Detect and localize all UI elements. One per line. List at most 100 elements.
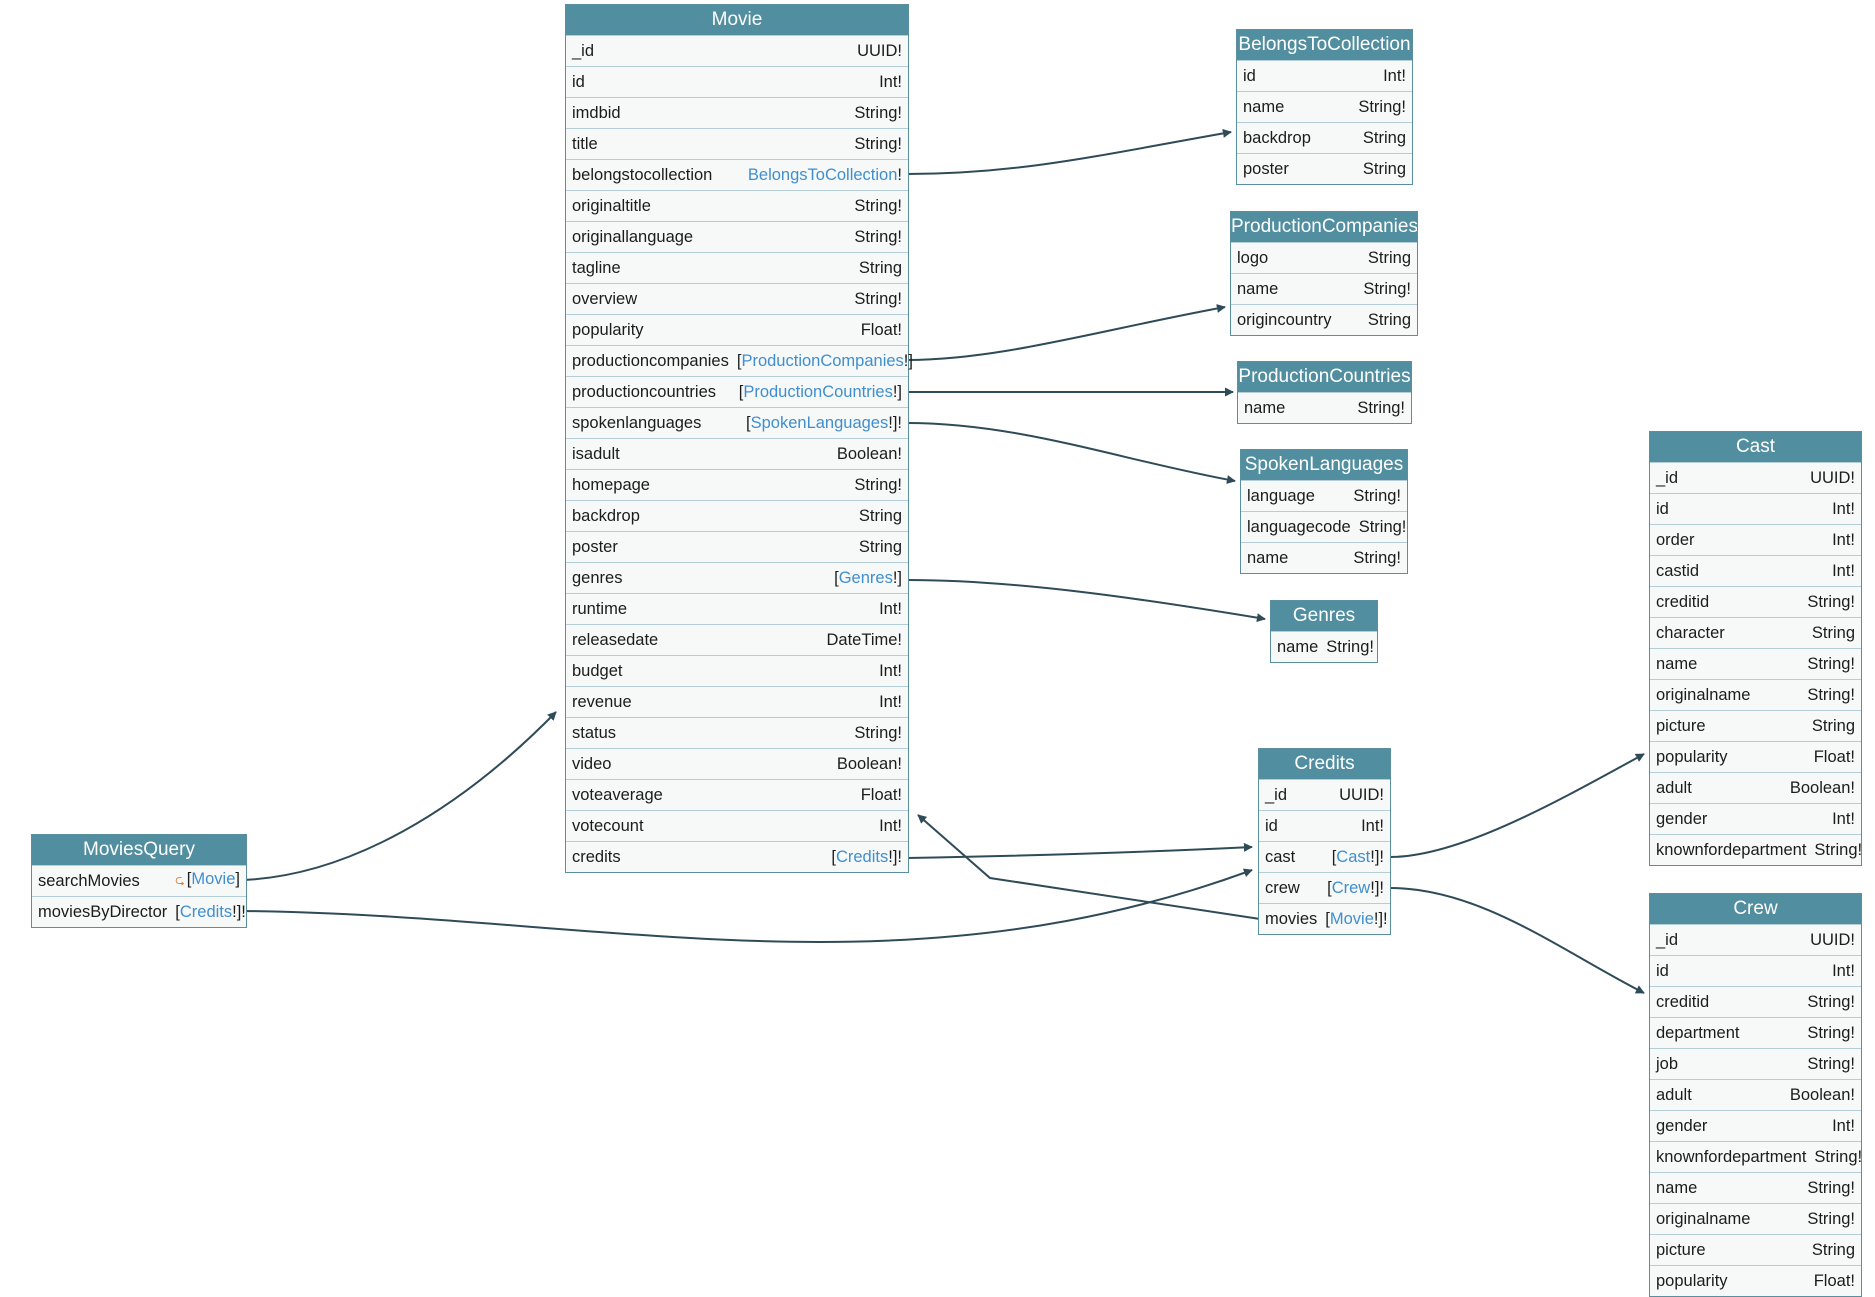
node-cast[interactable]: Cast _id UUID! id Int! order Int! castid Int! cre…	[1649, 431, 1862, 866]
field-cast-gender[interactable]: gender Int!	[1650, 803, 1861, 834]
field-cast-order[interactable]: order Int!	[1650, 524, 1861, 555]
field-credits-crew[interactable]: crew [Crew!]!	[1259, 872, 1390, 903]
field-crew-department[interactable]: department String!	[1650, 1017, 1861, 1048]
field-crew-id[interactable]: _id UUID!	[1650, 924, 1861, 955]
field-moviesquery-searchmovies[interactable]: searchMovies ⮎ [Movie]	[32, 865, 246, 896]
node-genres[interactable]: Genres name String!	[1270, 600, 1378, 663]
field-type[interactable]: [Movie!]!	[1325, 910, 1387, 929]
field-crew-gender[interactable]: gender Int!	[1650, 1110, 1861, 1141]
field-productioncompanies-logo[interactable]: logo String	[1231, 242, 1417, 273]
field-movie-runtime[interactable]: runtime Int!	[566, 593, 908, 624]
type-link[interactable]: ProductionCountries	[743, 382, 893, 401]
field-cast-popularity[interactable]: popularity Float!	[1650, 741, 1861, 772]
field-crew-originalname[interactable]: originalname String!	[1650, 1203, 1861, 1234]
field-genres-name[interactable]: name String!	[1271, 631, 1377, 662]
field-cast-knownfordepartment[interactable]: knownfordepartment String!	[1650, 834, 1862, 865]
field-cast-character[interactable]: character String	[1650, 617, 1861, 648]
field-spokenlanguages-language[interactable]: language String!	[1241, 480, 1407, 511]
field-crew-name[interactable]: name String!	[1650, 1172, 1861, 1203]
field-movie-voteaverage[interactable]: voteaverage Float!	[566, 779, 908, 810]
field-belongstocollection-backdrop[interactable]: backdrop String	[1237, 122, 1412, 153]
field-movie-imdbid[interactable]: imdbid String!	[566, 97, 908, 128]
field-movie-genres[interactable]: genres [Genres!]	[566, 562, 908, 593]
field-spokenlanguages-name[interactable]: name String!	[1241, 542, 1407, 573]
node-crew[interactable]: Crew _id UUID! id Int! creditid String! departm…	[1649, 893, 1862, 1297]
field-movie-popularity[interactable]: popularity Float!	[566, 314, 908, 345]
field-movie-homepage[interactable]: homepage String!	[566, 469, 908, 500]
type-link[interactable]: Credits	[835, 847, 889, 866]
field-belongstocollection-poster[interactable]: poster String	[1237, 153, 1412, 184]
field-movie-id[interactable]: _id UUID!	[566, 35, 908, 66]
type-link[interactable]: BelongsToCollection	[747, 165, 898, 184]
field-type[interactable]: [Cast!]!	[1332, 848, 1384, 867]
field-credits-cast[interactable]: cast [Cast!]!	[1259, 841, 1390, 872]
field-productioncountries-name[interactable]: name String!	[1238, 392, 1411, 423]
field-cast-id[interactable]: _id UUID!	[1650, 462, 1861, 493]
arguments-icon[interactable]: ⮎	[175, 873, 185, 887]
field-movie-backdrop[interactable]: backdrop String	[566, 500, 908, 531]
field-movie-video[interactable]: video Boolean!	[566, 748, 908, 779]
field-movie-tagline[interactable]: tagline String	[566, 252, 908, 283]
field-cast-picture[interactable]: picture String	[1650, 710, 1861, 741]
field-credits-movies[interactable]: movies [Movie!]!	[1259, 903, 1390, 934]
field-crew-knownfordepartment[interactable]: knownfordepartment String!	[1650, 1141, 1862, 1172]
field-credits-id[interactable]: id Int!	[1259, 810, 1390, 841]
field-crew-job[interactable]: job String!	[1650, 1048, 1861, 1079]
field-belongstocollection-name[interactable]: name String!	[1237, 91, 1412, 122]
field-spokenlanguages-languagecode[interactable]: languagecode String!	[1241, 511, 1407, 542]
field-cast-id[interactable]: id Int!	[1650, 493, 1861, 524]
field-moviesquery-moviesbydirector[interactable]: moviesByDirector [Credits!]!	[32, 896, 246, 927]
field-type[interactable]: [ProductionCompanies!]	[737, 352, 913, 371]
field-movie-releasedate[interactable]: releasedate DateTime!	[566, 624, 908, 655]
field-cast-castid[interactable]: castid Int!	[1650, 555, 1861, 586]
field-type[interactable]: ⮎ [Movie]	[175, 870, 240, 892]
field-movie-spokenlanguages[interactable]: spokenlanguages [SpokenLanguages!]!	[566, 407, 908, 438]
field-type[interactable]: [Crew!]!	[1327, 879, 1384, 898]
field-crew-id[interactable]: id Int!	[1650, 955, 1861, 986]
field-type[interactable]: BelongsToCollection!	[748, 166, 902, 185]
field-crew-popularity[interactable]: popularity Float!	[1650, 1265, 1861, 1296]
field-cast-adult[interactable]: adult Boolean!	[1650, 772, 1861, 803]
field-productioncompanies-origincountry[interactable]: origincountry String	[1231, 304, 1417, 335]
field-movie-originallanguage[interactable]: originallanguage String!	[566, 221, 908, 252]
field-cast-name[interactable]: name String!	[1650, 648, 1861, 679]
type-link[interactable]: Movie	[1329, 909, 1374, 928]
field-movie-credits[interactable]: credits [Credits!]!	[566, 841, 908, 872]
field-type[interactable]: [SpokenLanguages!]!	[746, 414, 902, 433]
field-type[interactable]: [Genres!]	[834, 569, 902, 588]
node-credits[interactable]: Credits _id UUID! id Int! cast [Cast!]! crew [Cr…	[1258, 748, 1391, 935]
field-movie-originaltitle[interactable]: originaltitle String!	[566, 190, 908, 221]
field-type[interactable]: [Credits!]!	[175, 903, 246, 922]
type-link[interactable]: Crew	[1331, 878, 1371, 897]
field-crew-adult[interactable]: adult Boolean!	[1650, 1079, 1861, 1110]
field-movie-id[interactable]: id Int!	[566, 66, 908, 97]
field-belongstocollection-id[interactable]: id Int!	[1237, 60, 1412, 91]
field-movie-overview[interactable]: overview String!	[566, 283, 908, 314]
node-productioncompanies[interactable]: ProductionCompanies logo String name String!…	[1230, 211, 1418, 336]
field-type[interactable]: [Credits!]!	[831, 848, 902, 867]
type-link[interactable]: Credits	[179, 902, 233, 921]
field-movie-productioncountries[interactable]: productioncountries [ProductionCountries!…	[566, 376, 908, 407]
type-link[interactable]: Genres	[838, 568, 893, 587]
type-link[interactable]: Movie	[191, 870, 236, 888]
node-spokenlanguages[interactable]: SpokenLanguages language String! languageco…	[1240, 449, 1408, 574]
field-movie-poster[interactable]: poster String	[566, 531, 908, 562]
field-movie-revenue[interactable]: revenue Int!	[566, 686, 908, 717]
field-movie-productioncompanies[interactable]: productioncompanies [ProductionCompanies!…	[566, 345, 913, 376]
field-movie-title[interactable]: title String!	[566, 128, 908, 159]
field-movie-budget[interactable]: budget Int!	[566, 655, 908, 686]
field-movie-isadult[interactable]: isadult Boolean!	[566, 438, 908, 469]
field-cast-creditid[interactable]: creditid String!	[1650, 586, 1861, 617]
field-type[interactable]: [ProductionCountries!]	[739, 383, 902, 402]
field-cast-originalname[interactable]: originalname String!	[1650, 679, 1861, 710]
type-link[interactable]: ProductionCompanies	[741, 351, 904, 370]
node-moviesquery[interactable]: MoviesQuery searchMovies ⮎ [Movie] moviesByD…	[31, 834, 247, 928]
node-belongstocollection[interactable]: BelongsToCollection id Int! name String! back…	[1236, 29, 1413, 185]
field-movie-status[interactable]: status String!	[566, 717, 908, 748]
node-productioncountries[interactable]: ProductionCountries name String!	[1237, 361, 1412, 424]
field-crew-creditid[interactable]: creditid String!	[1650, 986, 1861, 1017]
field-movie-belongstocollection[interactable]: belongstocollection BelongsToCollection!	[566, 159, 908, 190]
field-movie-votecount[interactable]: votecount Int!	[566, 810, 908, 841]
node-movie[interactable]: Movie _id UUID! id Int! imdbid String! title Str…	[565, 4, 913, 873]
field-credits-id[interactable]: _id UUID!	[1259, 779, 1390, 810]
